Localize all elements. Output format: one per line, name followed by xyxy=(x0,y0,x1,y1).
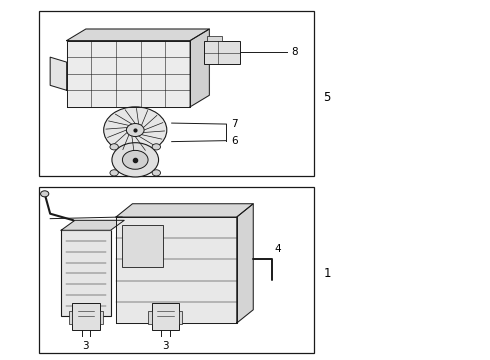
Bar xyxy=(69,311,72,324)
Polygon shape xyxy=(116,217,237,323)
Bar xyxy=(148,311,152,324)
Circle shape xyxy=(152,144,161,150)
Circle shape xyxy=(122,150,148,169)
Circle shape xyxy=(112,143,159,177)
Bar xyxy=(99,311,103,324)
Bar xyxy=(179,311,182,324)
Bar xyxy=(39,187,314,353)
Polygon shape xyxy=(190,29,209,107)
Text: 3: 3 xyxy=(162,341,169,351)
Polygon shape xyxy=(237,204,253,323)
Polygon shape xyxy=(67,29,209,41)
Circle shape xyxy=(41,191,49,197)
Circle shape xyxy=(104,107,167,153)
Text: 8: 8 xyxy=(292,47,298,57)
Circle shape xyxy=(126,123,144,136)
Text: 5: 5 xyxy=(323,91,331,104)
Polygon shape xyxy=(116,204,253,217)
Text: 4: 4 xyxy=(275,244,282,255)
Text: 6: 6 xyxy=(231,136,238,146)
Text: 7: 7 xyxy=(231,119,238,129)
Bar xyxy=(72,303,99,330)
Text: 3: 3 xyxy=(82,341,89,351)
Circle shape xyxy=(110,170,119,176)
Text: 1: 1 xyxy=(323,267,331,280)
Circle shape xyxy=(152,170,161,176)
Bar xyxy=(39,11,314,176)
Bar xyxy=(122,225,163,267)
Bar xyxy=(61,230,111,316)
Bar xyxy=(152,303,179,330)
Bar xyxy=(207,36,221,41)
Text: 2: 2 xyxy=(127,212,134,222)
Bar xyxy=(204,41,240,64)
Polygon shape xyxy=(61,220,124,230)
Circle shape xyxy=(110,144,119,150)
Polygon shape xyxy=(67,41,190,107)
Polygon shape xyxy=(50,57,67,90)
